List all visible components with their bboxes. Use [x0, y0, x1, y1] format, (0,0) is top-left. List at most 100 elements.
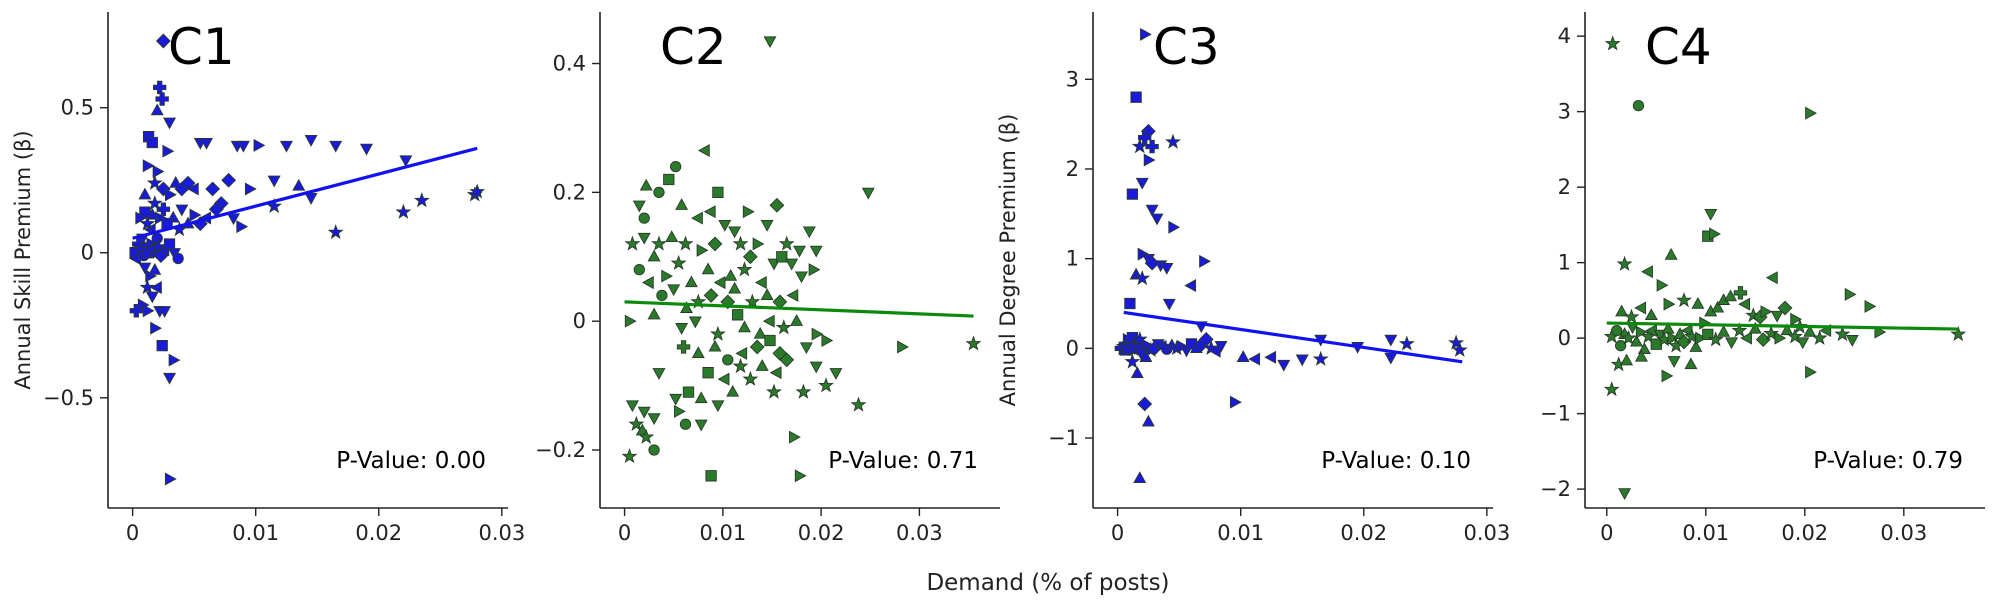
- data-point-tri-up: [292, 178, 306, 191]
- data-point-tri-right: [152, 165, 165, 179]
- p-value-label: P-Value: 0.79: [1813, 448, 1963, 474]
- data-point-tri-down: [1295, 354, 1309, 367]
- data-point-tri-down: [1150, 213, 1164, 226]
- data-point-tri-down: [1770, 310, 1784, 323]
- data-point-circle: [722, 354, 734, 366]
- data-point-tri-right: [1168, 220, 1181, 234]
- panel-title: C4: [1645, 18, 1712, 76]
- data-point-star: [1448, 334, 1465, 350]
- data-point-tri-down: [799, 342, 813, 355]
- data-point-tri-right: [1805, 365, 1817, 379]
- data-point-tri-left: [1248, 352, 1261, 366]
- data-point-tri-down: [1845, 335, 1859, 347]
- data-point-tri-down: [1160, 263, 1174, 275]
- data-point-tri-right: [794, 469, 807, 483]
- data-point-tri-right: [1844, 287, 1857, 301]
- data-point-tri-down: [199, 137, 213, 150]
- data-point-tri-down: [802, 226, 816, 239]
- data-point-tri-down: [175, 204, 189, 217]
- data-point-tri-up: [728, 281, 742, 294]
- x-tick-label: 0.01: [1682, 521, 1729, 545]
- data-point-star: [1131, 331, 1148, 347]
- data-point-star: [670, 254, 687, 270]
- data-point-star: [1834, 325, 1851, 342]
- data-point-tri-up: [1664, 247, 1678, 260]
- data-point-tri-down: [652, 368, 666, 380]
- data-point-tri-down: [760, 219, 774, 232]
- data-point-tri-down: [329, 140, 343, 153]
- data-point-square: [1650, 338, 1662, 350]
- data-point-tri-down: [785, 258, 799, 271]
- data-point-tri-up: [726, 384, 740, 397]
- data-point-tri-down: [1277, 359, 1291, 372]
- data-point-circle: [1632, 99, 1645, 112]
- data-point-tri-left: [1264, 350, 1277, 364]
- data-point-tri-right: [1774, 331, 1787, 345]
- data-point-tri-down: [1796, 337, 1810, 350]
- data-point-circle: [638, 212, 650, 224]
- data-point-tri-up: [708, 339, 722, 352]
- data-point-tri-left: [1184, 279, 1197, 293]
- data-point-tri-down: [793, 245, 806, 258]
- data-point-diamond: [703, 288, 719, 303]
- trend-line: [624, 300, 974, 318]
- data-point-diamond: [180, 175, 196, 191]
- data-point-star: [469, 183, 486, 199]
- data-point-diamond: [769, 197, 785, 213]
- data-point-tri-down: [711, 400, 725, 413]
- data-point-star: [1124, 353, 1141, 369]
- trend-line: [132, 146, 478, 240]
- data-point-tri-down: [647, 413, 661, 426]
- data-point-tri-up: [1689, 340, 1703, 352]
- data-point-star: [965, 335, 982, 351]
- data-point-tri-up: [1620, 353, 1634, 366]
- data-point-plus: [1145, 139, 1159, 154]
- y-tick-label: 0.2: [553, 180, 586, 204]
- data-point-tri-down: [1134, 348, 1148, 361]
- data-point-diamond: [1777, 300, 1793, 316]
- data-point-star: [1451, 341, 1468, 357]
- data-point-tri-left: [1641, 265, 1653, 279]
- data-point-diamond: [1137, 396, 1153, 412]
- x-tick-label: 0: [618, 521, 631, 545]
- y-axis-label: Annual Degree Premium (β): [996, 114, 1020, 407]
- data-point-tri-right: [1199, 254, 1211, 268]
- x-tick-label: 0.03: [1880, 521, 1927, 545]
- data-point-tri-right: [162, 144, 175, 158]
- data-point-tri-down: [763, 36, 777, 49]
- y-tick-label: 0.4: [553, 52, 586, 76]
- y-tick-label: 3: [1558, 100, 1571, 124]
- y-tick-label: 2: [1066, 157, 1079, 181]
- scatter-points: [1114, 27, 1468, 484]
- data-point-tri-right: [1699, 316, 1712, 330]
- data-point-plus: [155, 92, 169, 106]
- data-point-star: [1811, 329, 1828, 345]
- data-point-square: [731, 309, 744, 321]
- data-point-tri-right: [789, 430, 801, 444]
- data-point-tri-down: [809, 245, 823, 258]
- data-point-diamond: [749, 339, 765, 355]
- data-point-tri-up: [1141, 414, 1155, 427]
- data-point-star: [1604, 35, 1621, 51]
- data-point-star: [1312, 350, 1329, 366]
- x-tick-label: 0.03: [896, 521, 943, 545]
- data-point-tri-right: [142, 159, 155, 173]
- data-point-plus: [153, 80, 167, 95]
- data-point-plus: [1138, 130, 1152, 145]
- data-point-tri-up: [790, 314, 804, 326]
- data-point-tri-left: [1634, 301, 1647, 315]
- data-point-tri-right: [1140, 27, 1152, 41]
- x-tick-label: 0.01: [699, 521, 746, 545]
- data-point-tri-down: [145, 291, 159, 304]
- data-point-tri-left: [1765, 271, 1778, 285]
- data-point-tri-up: [169, 175, 183, 188]
- p-value-label: P-Value: 0.00: [336, 448, 486, 474]
- chart-panel-C4: 0 0.01 0.02 0.03 −2 −1 0 1 2 3 4 C4 P-Value: 0.79: [1540, 12, 1985, 545]
- data-point-tri-right: [1760, 305, 1773, 319]
- trend-line: [1606, 321, 1959, 331]
- data-point-tri-right: [811, 327, 824, 341]
- data-point-tri-down: [1145, 204, 1159, 217]
- data-point-tri-right: [1635, 325, 1648, 339]
- data-point-star: [395, 203, 412, 219]
- data-point-tri-left: [735, 346, 748, 360]
